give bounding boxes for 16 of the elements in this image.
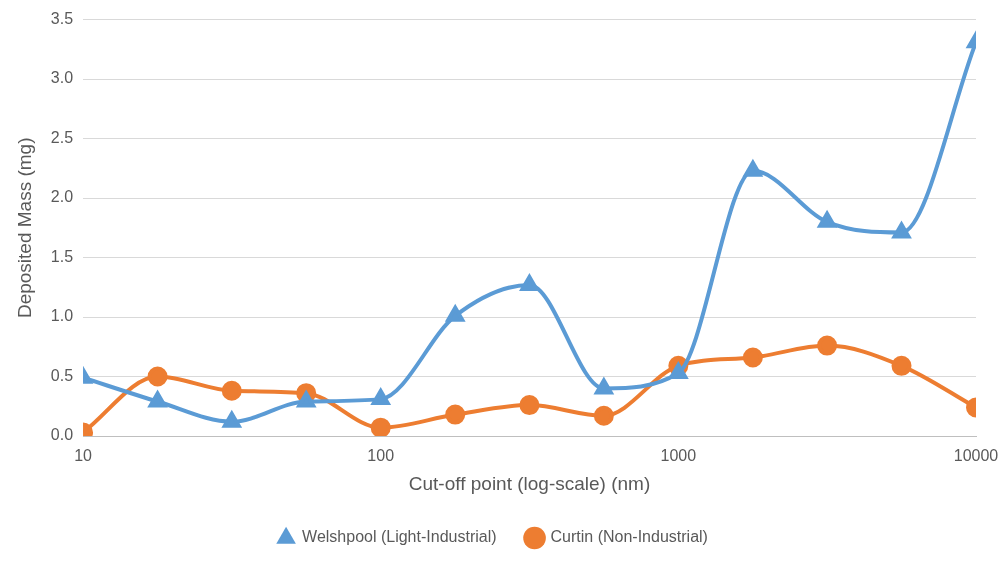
legend-label: Curtin (Non-Industrial) — [550, 528, 708, 546]
y-tick-label: 3.5 — [50, 10, 74, 28]
x-tick-label: 10000 — [953, 447, 999, 465]
y-tick-label: 1.5 — [50, 247, 74, 265]
x-tick-label: 1000 — [660, 447, 697, 465]
y-tick-label: 3.0 — [50, 69, 74, 87]
y-tick-label: 2.5 — [50, 128, 74, 146]
y-tick-label: 1.0 — [50, 307, 74, 325]
x-tick-label: 10 — [74, 447, 93, 465]
legend-label: Welshpool (Light-Industrial) — [302, 528, 497, 546]
y-tick-label: 2.0 — [50, 188, 74, 206]
x-tick-label: 100 — [367, 447, 395, 465]
y-axis-title: Deposited Mass (mg) — [13, 137, 35, 319]
x-axis-title: Cut-off point (log-scale) (nm) — [408, 472, 651, 494]
y-tick-label: 0.5 — [50, 366, 74, 384]
y-tick-label: 0.0 — [50, 426, 74, 444]
